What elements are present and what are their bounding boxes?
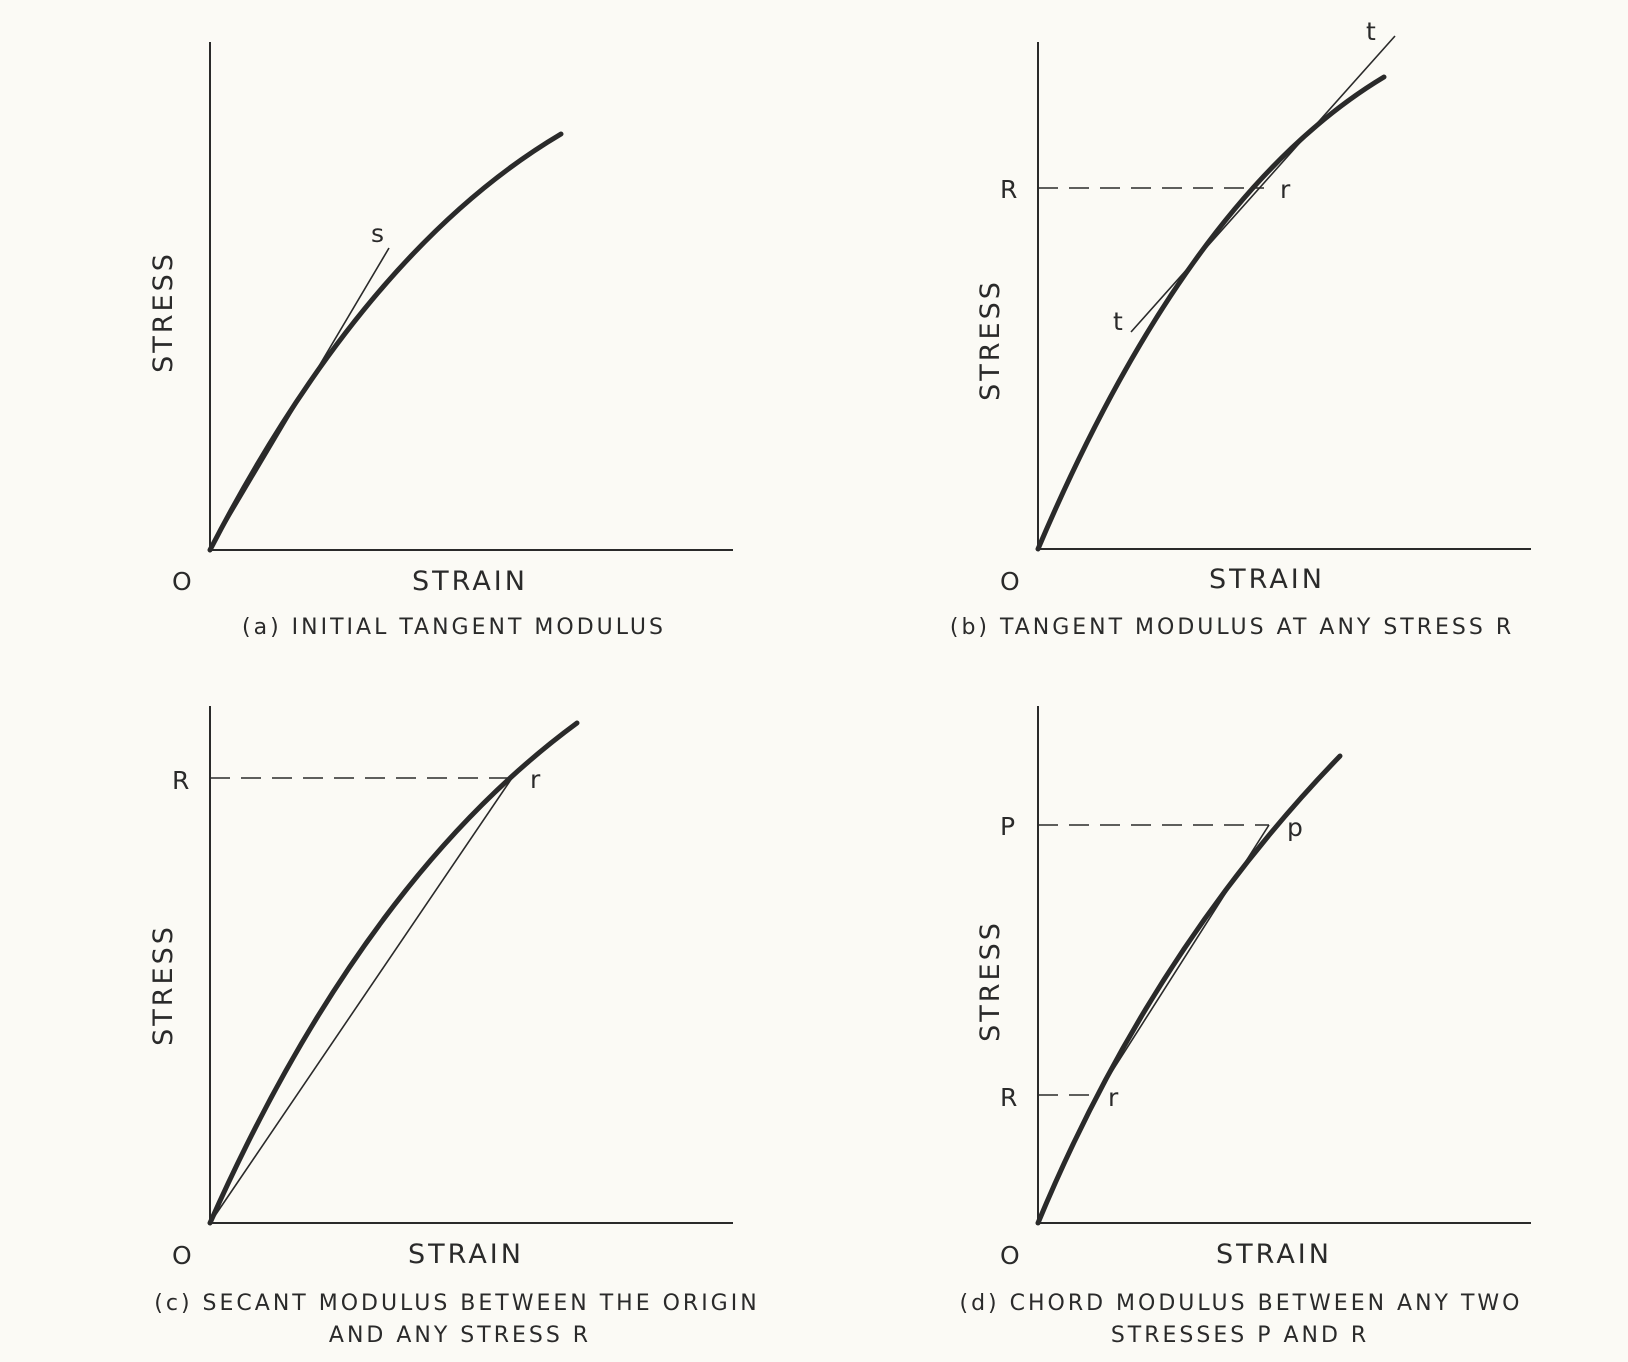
panel-d-axes [1037,706,1531,1224]
panel-d-caption-line-2: STRESSES P AND R [1111,1323,1369,1348]
panel-a-stress-strain-curve [207,131,564,553]
panel-d-x-axis-label: STRAIN [1216,1239,1332,1270]
panel-c-axes [209,706,733,1224]
panel-b-caption: (b) TANGENT MODULUS AT ANY STRESS R [950,615,1514,640]
panel-b-x-axis-label: STRAIN [1209,564,1325,595]
panel-d-label-r: r [1108,1083,1119,1112]
panel-b-label-t-bottom: t [1113,307,1123,336]
panel-a-x-axis-label: STRAIN [412,566,528,597]
panel-d-chord-line [1096,824,1270,1096]
panel-a-origin-label: O [172,567,192,596]
panel-b-origin-label: O [1000,567,1020,596]
panel-c-caption-line-2: AND ANY STRESS R [329,1323,591,1348]
panel-d-stress-strain-curve [1035,753,1343,1226]
panel-b-label-R: R [1000,175,1017,204]
panel-a-y-axis-label: STRESS [148,251,179,373]
panel-c: R r O STRAIN STRESS (c) SECANT MODULUS B… [148,706,759,1348]
panel-c-label-R: R [172,766,189,795]
panel-d-label-R: R [1000,1083,1017,1112]
panel-b-stress-strain-curve [1035,74,1387,552]
panel-a-caption: (a) INITIAL TANGENT MODULUS [242,615,666,640]
panel-b-label-t-top: t [1366,17,1376,46]
panel-d-label-P: P [1000,812,1015,841]
panel-c-label-r: r [530,765,541,794]
panel-c-y-axis-label: STRESS [148,924,179,1046]
panel-a-initial-tangent-line [209,247,390,551]
panel-b-tangent-line [1130,35,1396,333]
panel-c-x-axis-label: STRAIN [408,1239,524,1270]
panel-b: R r t t O STRAIN STRESS (b) TANGENT MODU… [950,17,1531,640]
panel-c-caption-line-1: (c) SECANT MODULUS BETWEEN THE ORIGIN [154,1291,759,1316]
panel-d-caption-line-1: (d) CHORD MODULUS BETWEEN ANY TWO [959,1291,1522,1316]
panel-d-y-axis-label: STRESS [975,920,1006,1042]
panel-b-label-r: r [1280,175,1291,204]
panel-b-y-axis-label: STRESS [975,279,1006,401]
panel-c-stress-strain-curve [207,720,580,1226]
panel-a-label-s: s [371,219,384,248]
panel-d: P p R r O STRAIN STRESS (d) CHORD MODULU… [959,706,1531,1348]
panel-b-axes [1037,42,1531,550]
panel-a: s O STRAIN STRESS (a) INITIAL TANGENT MO… [148,42,733,640]
panel-d-label-p: p [1287,813,1303,842]
panel-c-secant-line [209,777,513,1224]
panel-a-axes [209,42,733,551]
panel-c-origin-label: O [172,1241,192,1270]
panel-d-origin-label: O [1000,1241,1020,1270]
